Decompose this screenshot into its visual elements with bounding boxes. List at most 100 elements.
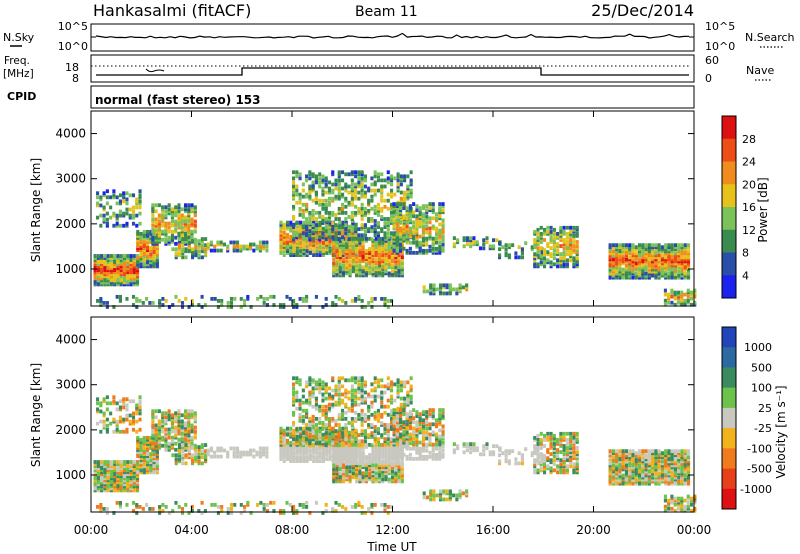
power-cell	[628, 265, 632, 270]
velocity-cell	[370, 435, 374, 440]
power-cell	[370, 227, 374, 232]
power-cell	[112, 193, 116, 198]
velocity-cell	[164, 421, 168, 426]
power-cell	[347, 229, 351, 234]
power-cell	[354, 204, 358, 209]
power-cell	[384, 263, 388, 268]
power-cell	[575, 225, 579, 230]
power-cell	[381, 241, 385, 245]
power-cell	[395, 228, 399, 233]
power-cell	[190, 209, 194, 214]
velocity-cell	[129, 460, 133, 464]
power-cell	[615, 243, 619, 248]
power-cell	[314, 200, 318, 205]
power-cell	[295, 235, 299, 240]
power-cell	[125, 207, 129, 212]
power-cell	[405, 220, 409, 225]
velocity-cell	[308, 449, 312, 453]
velocity-cell	[187, 415, 191, 420]
power-cell	[360, 305, 364, 309]
power-cell	[138, 221, 142, 226]
power-cell	[394, 257, 398, 262]
velocity-cell	[405, 414, 409, 419]
velocity-cell	[302, 428, 306, 433]
power-cell	[539, 246, 543, 250]
power-cell	[400, 269, 404, 274]
velocity-cell	[355, 471, 359, 476]
velocity-cell	[331, 402, 335, 407]
velocity-cell	[370, 443, 374, 448]
velocity-cell	[321, 439, 325, 444]
velocity-cell	[345, 473, 349, 478]
velocity-cell	[400, 461, 404, 466]
power-cell	[135, 280, 140, 285]
velocity-cell	[373, 435, 377, 440]
power-cell	[358, 269, 362, 274]
power-cell	[396, 182, 400, 187]
power-cell	[556, 231, 560, 236]
power-cell	[344, 172, 348, 177]
power-cell	[395, 218, 399, 223]
velocity-cell	[116, 468, 120, 473]
velocity-cell	[402, 432, 406, 437]
power-cell	[331, 182, 335, 187]
power-cell	[135, 272, 140, 277]
power-cell	[118, 209, 122, 214]
velocity-cell	[282, 432, 286, 437]
velocity-cell	[358, 447, 362, 451]
velocity-cell	[348, 449, 352, 453]
power-cell	[197, 255, 201, 260]
power-cell	[135, 199, 139, 204]
power-cell	[441, 242, 445, 247]
velocity-cell	[360, 388, 364, 393]
power-cell	[409, 178, 413, 183]
power-cell	[641, 255, 645, 260]
power-cell	[641, 261, 645, 266]
power-cell	[344, 196, 348, 201]
velocity-cell	[193, 413, 197, 418]
power-cell	[314, 229, 318, 234]
velocity-cell	[395, 420, 399, 425]
velocity-cell	[403, 380, 407, 385]
power-cell	[337, 178, 341, 183]
velocity-cell	[139, 458, 143, 463]
power-cell	[232, 244, 236, 249]
power-cell	[106, 254, 110, 258]
velocity-cell	[402, 452, 406, 457]
power-cell	[115, 195, 119, 200]
power-cell	[641, 253, 645, 258]
velocity-cell	[324, 388, 328, 393]
power-cell	[279, 228, 283, 233]
power-cell	[299, 228, 303, 233]
power-cell	[327, 180, 332, 185]
power-cell	[383, 303, 387, 307]
power-cell	[308, 213, 312, 217]
power-cell	[128, 193, 132, 198]
velocity-cell	[332, 455, 336, 459]
velocity-cell	[305, 437, 309, 442]
power-cell	[299, 253, 303, 257]
power-cell	[498, 255, 502, 260]
power-cell	[93, 276, 97, 281]
velocity-cell	[397, 465, 401, 470]
velocity-cell	[409, 376, 413, 381]
power-cell	[194, 245, 198, 250]
velocity-cell	[170, 435, 174, 440]
velocity-cell	[405, 426, 409, 431]
power-cell	[100, 256, 104, 260]
velocity-cell	[367, 435, 371, 440]
power-cell	[465, 238, 469, 243]
velocity-cell	[135, 478, 140, 483]
velocity-cell	[126, 486, 130, 491]
power-cell	[673, 261, 677, 266]
power-cell	[428, 206, 432, 211]
velocity-cell	[177, 451, 182, 456]
power-cell	[193, 205, 197, 210]
power-cell	[226, 248, 230, 253]
power-cell	[249, 305, 253, 309]
power-cell	[338, 273, 342, 278]
power-cell	[350, 178, 354, 183]
power-cell	[536, 242, 540, 246]
power-cell	[670, 259, 674, 264]
power-cell	[428, 232, 432, 237]
